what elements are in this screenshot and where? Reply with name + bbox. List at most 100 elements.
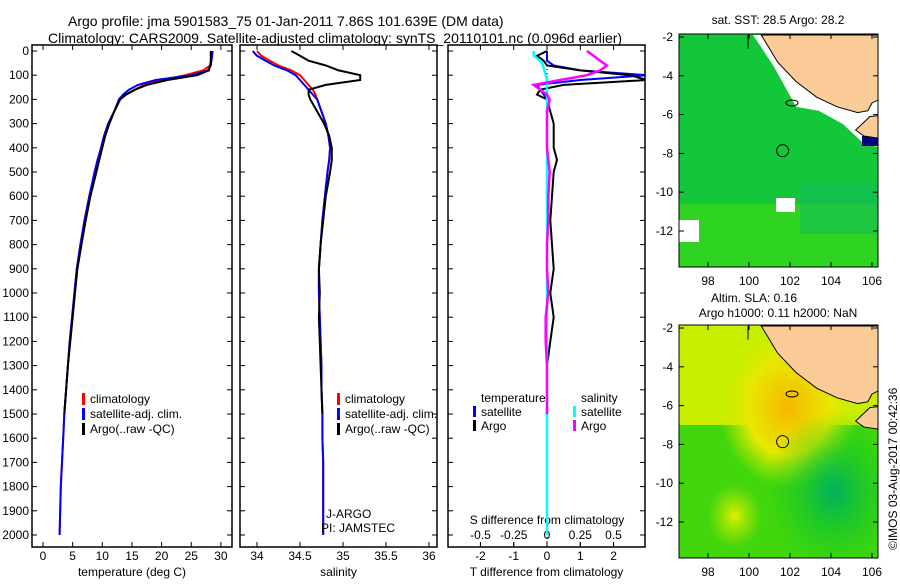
- cold-pixels: [862, 136, 878, 146]
- lat-tick-label: -10: [656, 185, 674, 199]
- lat-tick-label: -6: [662, 108, 673, 122]
- y-tick-label: 800: [9, 238, 29, 252]
- lon-tick-label: 104: [821, 274, 841, 288]
- legend-swatch: [82, 393, 85, 405]
- sumatra-land: [760, 34, 878, 114]
- legend-title-temperature: temperature: [481, 391, 546, 405]
- y-tick-label: 1800: [2, 480, 29, 494]
- pi-label: PI: JAMSTEC: [321, 521, 395, 535]
- sst-map-panel: 98 100 102 104 106 -2 -4 -6 -8 -10 -12 sat. SST: 28…: [656, 13, 883, 288]
- sla-map-panel: 98 100 102 104 106 -2 -4 -6 -8 -10 -12 Altim. SLA: …: [656, 291, 883, 579]
- legend-label: Argo: [581, 419, 607, 433]
- legend-swatch: [573, 406, 576, 417]
- lon-tick-label: 106: [862, 565, 882, 579]
- y-tick-label: 1100: [3, 310, 29, 324]
- plot-frame: [31, 44, 233, 548]
- temperature-line-2: [63, 51, 212, 415]
- lat-tick-label: -12: [656, 224, 674, 238]
- lon-tick-label: 104: [821, 565, 841, 579]
- float-program-label: J-ARGO: [326, 507, 371, 521]
- legend-label: satellite: [581, 405, 622, 419]
- s-tick-label: 0.25: [569, 528, 593, 542]
- lon-tick-label: 98: [701, 565, 715, 579]
- y-tick-label: 1700: [2, 455, 29, 469]
- lat-tick-label: -2: [662, 30, 673, 44]
- lon-tick-label: 102: [780, 274, 800, 288]
- lat-tick-label: -10: [656, 476, 674, 490]
- legend-swatch: [82, 408, 85, 420]
- x-tick-label: 0: [544, 549, 551, 563]
- s-tick-label: -0.25: [500, 528, 528, 542]
- legend-label: climatology: [345, 392, 405, 406]
- x-axis-label: T difference from climatology: [470, 565, 624, 579]
- map-area: [679, 325, 878, 558]
- difference-line-3: [530, 49, 610, 414]
- map-frame: [678, 33, 879, 268]
- figure-title-line1: Argo profile: jma 5901583_75 01-Jan-2011…: [68, 13, 504, 29]
- y-tick-label: 1900: [2, 504, 29, 518]
- argo-profile-marker: [776, 435, 790, 449]
- lon-tick-label: 100: [739, 274, 759, 288]
- legend-label: Argo(..raw -QC): [90, 422, 175, 436]
- missing-data: [679, 220, 699, 242]
- map-area: [679, 34, 878, 267]
- y-tick-label: 1500: [2, 407, 29, 421]
- y-tick-label: 300: [9, 117, 29, 131]
- lat-tick-label: -12: [656, 515, 674, 529]
- lon-tick-label: 102: [780, 565, 800, 579]
- x-tick-label: 35.5: [374, 549, 398, 563]
- lat-tick-label: -8: [662, 146, 673, 160]
- y-tick-label: 900: [9, 262, 29, 276]
- sst-field-patch: [800, 184, 878, 234]
- imos-timestamp: ©IMOS 03-Aug-2017 00:42:36: [886, 387, 900, 550]
- y-tick-label: 200: [9, 92, 29, 106]
- y-tick-label: 1400: [2, 383, 29, 397]
- temperature-panel: 0100200300400500600700800900100011001200…: [2, 44, 233, 579]
- sla-map-title: Altim. SLA: 0.16: [711, 291, 797, 305]
- x-tick-label: 25: [185, 549, 199, 563]
- legend-swatch: [473, 420, 476, 431]
- y-tick-label: 700: [9, 213, 29, 227]
- x-tick-label: 15: [125, 549, 139, 563]
- x-tick-label: 36: [422, 549, 436, 563]
- x-tick-label: 2: [610, 549, 617, 563]
- s-tick-label: 0.5: [605, 528, 622, 542]
- legend-swatch: [82, 423, 85, 435]
- y-tick-label: 500: [9, 165, 29, 179]
- lat-tick-label: -4: [662, 69, 673, 83]
- legend-title-salinity: salinity: [581, 391, 618, 405]
- sla-map-subtitle: Argo h1000: 0.11 h2000: NaN: [699, 306, 858, 320]
- x-tick-label: 30: [214, 549, 228, 563]
- lon-tick-label: 100: [739, 565, 759, 579]
- x-tick-label: -1: [508, 549, 519, 563]
- legend-swatch: [337, 393, 340, 405]
- lon-tick-label: 98: [701, 274, 715, 288]
- missing-data: [776, 198, 795, 212]
- java-land: [854, 115, 878, 139]
- lon-tick-label: 106: [862, 274, 882, 288]
- island-enggano: [785, 99, 799, 107]
- sst-map-title: sat. SST: 28.5 Argo: 28.2: [712, 13, 845, 27]
- legend-label: climatology: [90, 392, 150, 406]
- legend-swatch: [337, 423, 340, 435]
- legend-swatch: [573, 420, 576, 431]
- legend-swatch: [337, 408, 340, 420]
- y-tick-label: 400: [9, 141, 29, 155]
- y-tick-label: 600: [9, 189, 29, 203]
- x-tick-label: 34.5: [288, 549, 312, 563]
- legend-label: satellite-adj. clim.: [345, 407, 437, 421]
- plot-frame: [239, 44, 438, 548]
- y-tick-label: 1600: [2, 431, 29, 445]
- legend-label: satellite: [481, 405, 522, 419]
- salinity-line-2: [290, 50, 362, 415]
- y-tick-label: 1000: [2, 286, 29, 300]
- y-tick-label: 2000: [2, 528, 29, 542]
- x-tick-label: 10: [96, 549, 110, 563]
- salinity-panel: 34 34.5 35 35.5 36 salinity climatologysatelli…: [239, 44, 438, 579]
- y-tick-label: 1300: [2, 359, 29, 373]
- y-tick-label: 100: [9, 68, 29, 82]
- x-tick-label: 0: [40, 549, 47, 563]
- x-tick-label: -2: [475, 549, 486, 563]
- s-tick-label: -0.5: [470, 528, 491, 542]
